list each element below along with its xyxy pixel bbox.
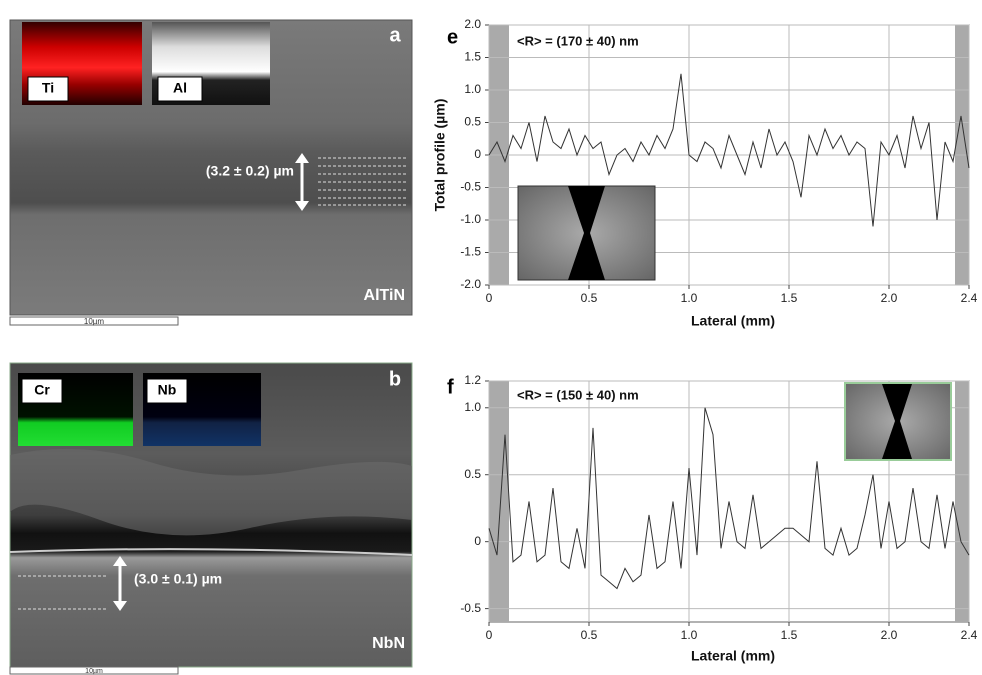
y-tick-label: -0.5 bbox=[460, 601, 481, 615]
charts: -2.0 -1.5 -1.0 -0.5 0 0.5 1.0 1.5 2.0 0 0.5 1.0 1.5 2… bbox=[432, 17, 978, 664]
interface bbox=[9, 548, 413, 556]
y-tick-label: 1.2 bbox=[464, 373, 481, 387]
x-tick-label: 1.0 bbox=[681, 628, 698, 642]
profile-chart: -2.0 -1.5 -1.0 -0.5 0 0.5 1.0 1.5 2.0 0 0.5 1.0 1.5 2… bbox=[432, 17, 978, 329]
y-tick-label: 0 bbox=[474, 147, 481, 161]
sem-panel-b: Cr Nb b (3.0 ± 0.1) µm NbN 10µm bbox=[9, 362, 413, 675]
rough-layer bbox=[10, 448, 412, 536]
annotation: <R> = (150 ± 40) nm bbox=[517, 387, 639, 402]
y-tick-label: 2.0 bbox=[464, 17, 481, 31]
x-tick-label: 2.4 bbox=[961, 628, 978, 642]
profile-chart: -0.5 0 0.5 1.0 1.2 0 0.5 1.0 1.5 2.0 2.4 f <R> = (15… bbox=[447, 373, 978, 664]
scale-bar-label: 10µm bbox=[85, 668, 103, 675]
x-axis-label: Lateral (mm) bbox=[691, 648, 775, 664]
inset-label-box bbox=[146, 378, 188, 404]
panel-letter: a bbox=[389, 24, 401, 46]
inset-label: Al bbox=[173, 80, 187, 96]
inset-label: Ti bbox=[42, 80, 54, 96]
x-tick-label: 1.5 bbox=[781, 628, 798, 642]
x-tick-label: 2.0 bbox=[881, 628, 898, 642]
layer-lines bbox=[318, 157, 408, 206]
y-tick-label: 0.5 bbox=[464, 467, 481, 481]
y-tick-label: 0.5 bbox=[464, 115, 481, 129]
scale-bar bbox=[9, 666, 179, 675]
x-tick-label: 1.0 bbox=[681, 291, 698, 305]
x-tick-label: 0.5 bbox=[581, 628, 598, 642]
x-axis-label: Lateral (mm) bbox=[691, 313, 775, 329]
x-tick-label: 0 bbox=[486, 291, 493, 305]
y-tick-label: 0 bbox=[474, 534, 481, 548]
x-tick-label: 2.0 bbox=[881, 291, 898, 305]
chart-f-inset bbox=[844, 382, 952, 461]
inset-label-box bbox=[21, 378, 63, 404]
y-tick-label: 1.5 bbox=[464, 50, 481, 64]
inset-label: Cr bbox=[34, 382, 50, 398]
y-tick-label: -2.0 bbox=[460, 277, 481, 291]
y-tick-label: -0.5 bbox=[460, 180, 481, 194]
thickness-label: (3.2 ± 0.2) µm bbox=[206, 163, 294, 179]
inset-label-box bbox=[27, 76, 69, 102]
thickness-label: (3.0 ± 0.1) µm bbox=[134, 571, 222, 587]
panel-letter: f bbox=[447, 376, 454, 398]
annotation: <R> = (170 ± 40) nm bbox=[517, 33, 639, 48]
indent-shape bbox=[568, 186, 605, 280]
x-tick-label: 1.5 bbox=[781, 291, 798, 305]
indent-shape bbox=[882, 384, 912, 459]
inset-label: Nb bbox=[158, 382, 177, 398]
y-axis-label: Total profile (µm) bbox=[432, 99, 448, 212]
y-tick-label: -1.5 bbox=[460, 245, 481, 259]
x-tick-label: 0.5 bbox=[581, 291, 598, 305]
panel-letter: b bbox=[389, 368, 401, 390]
profile-line bbox=[488, 73, 970, 227]
y-tick-label: -1.0 bbox=[460, 212, 481, 226]
profile-line bbox=[488, 407, 970, 590]
sem-panel-a: Ti Al a (3.2 ± 0.2) µm AlTiN 10µm bbox=[9, 19, 413, 326]
scale-bar-label: 10µm bbox=[84, 317, 105, 326]
scale-bar bbox=[9, 316, 179, 326]
x-tick-label: 0 bbox=[486, 628, 493, 642]
y-tick-label: 1.0 bbox=[464, 82, 481, 96]
shaded-region bbox=[955, 381, 969, 622]
material-label: AlTiN bbox=[364, 287, 405, 304]
x-tick-label: 2.4 bbox=[961, 291, 978, 305]
chart-e-inset bbox=[517, 185, 656, 281]
inset-label-box bbox=[157, 76, 203, 102]
y-tick-label: 1.0 bbox=[464, 400, 481, 414]
material-label: NbN bbox=[372, 635, 405, 652]
layer-lines bbox=[18, 575, 108, 610]
panel-letter: e bbox=[447, 26, 458, 48]
shaded-region bbox=[489, 381, 509, 622]
